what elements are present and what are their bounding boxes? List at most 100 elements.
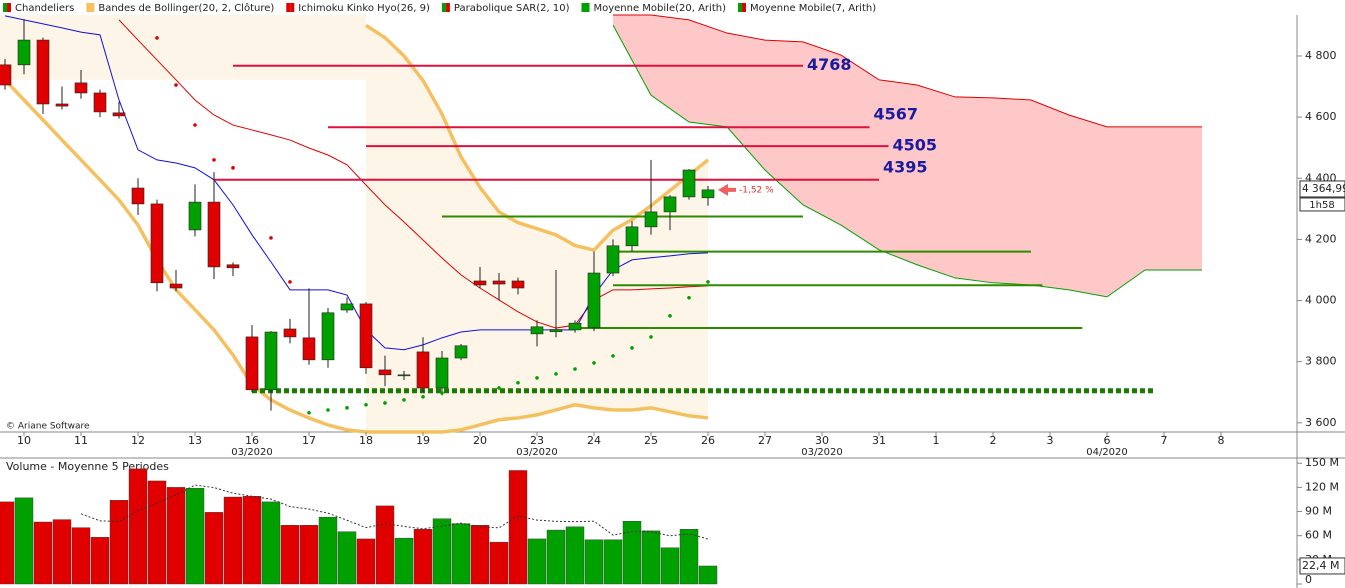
band-fill [366, 25, 708, 432]
x-tick-label: 18 [359, 434, 373, 447]
candle-body [245, 336, 259, 391]
volume-bar [0, 501, 15, 585]
candle-body [682, 169, 696, 198]
volume-bar [166, 487, 186, 585]
volume-bar [90, 537, 110, 585]
volume-bar [223, 496, 243, 585]
sar-dot [212, 158, 216, 162]
candle-body [188, 201, 202, 231]
sar-dot [193, 123, 197, 127]
candle-body [93, 92, 107, 113]
volume-bar [52, 519, 72, 585]
x-tick-label: 3 [1047, 434, 1054, 447]
volume-bar [470, 525, 490, 585]
volume-bar [508, 470, 528, 585]
candle-body [264, 331, 278, 391]
sar-dot [440, 391, 444, 395]
cloud-lower [612, 24, 1202, 298]
legend-icon [90, 3, 95, 12]
volume-bar [394, 537, 414, 585]
sar-dot [345, 406, 349, 410]
y-tick-label: 4 800 [1305, 49, 1337, 62]
sar-dot [554, 372, 558, 376]
sar-dot [174, 83, 178, 87]
level-label: 4768 [807, 55, 852, 74]
legend-label: Bandes de Bollinger(20, 2, Clôture) [98, 2, 274, 14]
legend-label: Moyenne Mobile(20, Arith) [593, 3, 726, 14]
volume-bar [261, 501, 281, 585]
y-tick-label: 150 M [1305, 456, 1339, 469]
sar-dot [402, 398, 406, 402]
volume-bar [622, 520, 642, 585]
candle-body [283, 328, 297, 338]
volume-bar [242, 496, 262, 585]
sar-dot [630, 346, 634, 350]
sar-dot [687, 295, 691, 300]
legend-icon [3, 3, 7, 12]
sar-dot [269, 236, 273, 240]
volume-bar [679, 529, 699, 585]
y-tick-label: 120 M [1305, 480, 1339, 493]
volume-title: Volume - Moyenne 5 Periodes [6, 460, 169, 473]
legend-icon [290, 3, 295, 12]
legend-icon [445, 3, 450, 12]
volume-bar [660, 547, 680, 585]
x-tick-label: 24 [587, 434, 601, 447]
candle-body [397, 374, 411, 377]
volume-bar [71, 527, 91, 585]
candle-body [511, 280, 525, 289]
candle-body [454, 345, 468, 359]
copyright: © Ariane Software [6, 422, 90, 432]
candle-body [416, 351, 430, 389]
sar-dot [611, 354, 615, 358]
y-tick-label: 60 M [1305, 529, 1332, 542]
sar-dot [288, 280, 292, 284]
volume-bar [375, 505, 395, 585]
volume-bar [565, 526, 585, 585]
y-tick-label: 4 000 [1305, 294, 1337, 307]
change-label: -1,52 % [739, 185, 774, 195]
legend-label: Ichimoku Kinko Hyo(26, 9) [298, 3, 430, 14]
countdown: 1h58 [1309, 200, 1334, 211]
candle-body [701, 189, 715, 199]
legend-icon [737, 3, 742, 12]
x-tick-label: 13 [188, 434, 202, 447]
x-tick-label: 17 [302, 434, 316, 447]
moving-average [118, 19, 709, 329]
x-tick-label: 23 [530, 434, 544, 447]
x-tick-label: 2 [990, 434, 997, 447]
last-price: 4 364,99 [1302, 183, 1345, 195]
sar-dot [364, 402, 368, 407]
sar-dot [383, 401, 387, 405]
candle-body [0, 64, 12, 86]
volume-average [80, 484, 709, 540]
countdown-box [1299, 197, 1345, 212]
level-label: 4567 [874, 105, 919, 124]
legend-label: Chandeliers [15, 3, 74, 14]
sar-dot [706, 280, 710, 284]
volume-bar [584, 539, 604, 585]
candle-body [587, 272, 601, 329]
price-tag [1299, 180, 1345, 198]
legend-icon [7, 3, 11, 12]
x-tick-label: 25 [644, 434, 658, 447]
sar-dot [326, 408, 330, 412]
candle-body [226, 264, 240, 269]
x-tick-label: 19 [416, 434, 430, 447]
volume-bar [546, 529, 566, 585]
candle-body [435, 357, 449, 389]
ichimoku-cloud [613, 15, 1202, 297]
sar-dot [668, 314, 672, 318]
legend-icon [581, 3, 586, 12]
candle-body [112, 112, 126, 117]
volume-bar [413, 529, 433, 585]
legend-label: Moyenne Mobile(7, Arith) [750, 3, 876, 14]
candle-body [492, 280, 506, 285]
x-tick-label: 8 [1218, 434, 1225, 447]
volume-bar [128, 468, 148, 585]
x-tick-label: 10 [17, 434, 31, 447]
sar-dot [307, 410, 311, 415]
level-label: 4505 [893, 136, 938, 155]
volume-bar [318, 516, 338, 585]
